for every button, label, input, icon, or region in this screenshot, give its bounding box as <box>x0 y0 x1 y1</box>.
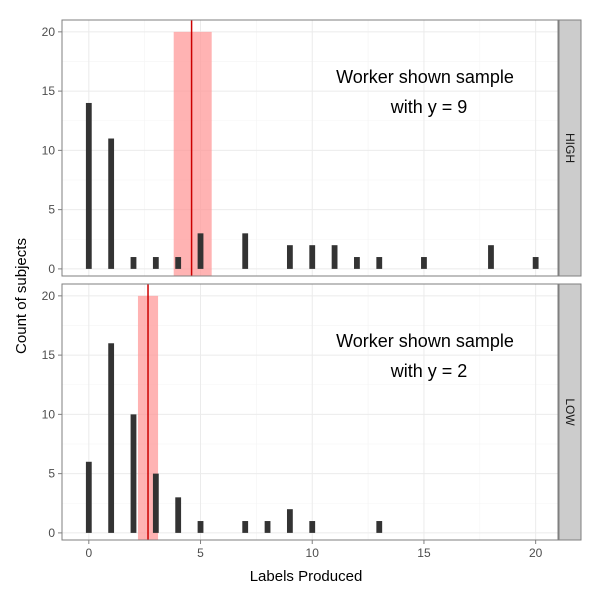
y-tick-label: 0 <box>48 526 55 540</box>
bar-x20 <box>532 257 539 269</box>
panel-annotation-line: with y = 2 <box>390 361 468 381</box>
panel-annotation-line: with y = 9 <box>390 97 468 117</box>
x-tick-label: 0 <box>85 546 92 560</box>
y-tick-label: 15 <box>42 348 56 362</box>
bar-x1 <box>108 343 115 533</box>
facet-strip-label: LOW <box>563 398 577 426</box>
bar-x10 <box>309 521 316 533</box>
bar-x3 <box>152 473 159 533</box>
x-tick-label: 20 <box>529 546 543 560</box>
x-tick-label: 5 <box>197 546 204 560</box>
panel-border <box>61 283 559 541</box>
y-tick-label: 0 <box>48 262 55 276</box>
bar-x18 <box>488 245 494 269</box>
panels-layer: 0 5 10 15 20 Worker shown sample with y = 9 HIG… <box>42 19 582 560</box>
bar-x8 <box>264 521 271 533</box>
bar-x5 <box>197 521 204 533</box>
ci-band <box>173 31 212 276</box>
bar-x11 <box>331 245 338 269</box>
bar-x10 <box>309 245 316 269</box>
bar-x15 <box>421 257 427 269</box>
bar-x3 <box>152 257 159 269</box>
bar-x0 <box>85 461 92 533</box>
panel-annotation-line: Worker shown sample <box>336 331 514 351</box>
panel-annotation-line: Worker shown sample <box>336 67 514 87</box>
bar-x13 <box>376 257 383 269</box>
facet-strip-label: HIGH <box>563 133 577 163</box>
bar-x9 <box>286 509 293 533</box>
panel-background <box>62 20 558 276</box>
y-tick-label: 5 <box>48 203 55 217</box>
bar-x5 <box>197 233 204 269</box>
panel-border <box>61 19 559 277</box>
y-tick-label: 10 <box>42 407 56 421</box>
y-tick-label: 20 <box>42 289 56 303</box>
y-tick-label: 15 <box>42 84 56 98</box>
x-tick-label: 15 <box>417 546 431 560</box>
bar-x4 <box>175 257 182 269</box>
bar-x9 <box>286 245 293 269</box>
x-tick-label: 10 <box>306 546 320 560</box>
bar-x13 <box>376 521 383 533</box>
y-axis-title: Count of subjects <box>13 238 30 354</box>
y-tick-label: 20 <box>42 25 56 39</box>
facet-strip <box>558 19 582 277</box>
bar-x0 <box>85 102 92 269</box>
x-axis-title: Labels Produced <box>250 568 363 585</box>
bar-x2 <box>130 414 137 533</box>
bar-x7 <box>242 521 249 533</box>
facet-panel-high: 0 5 10 15 20 Worker shown sample with y = 9 HIG… <box>42 19 582 277</box>
bar-x7 <box>242 233 249 269</box>
bar-x4 <box>175 497 182 533</box>
facet-strip <box>558 283 582 541</box>
y-tick-label: 5 <box>48 467 55 481</box>
bar-x1 <box>108 138 115 269</box>
y-tick-label: 10 <box>42 143 56 157</box>
facet-panel-low: 0 5 10 15 20 Worker shown sample with y = 2 LOW <box>42 283 582 541</box>
bar-x12 <box>354 257 360 269</box>
bar-x2 <box>130 257 137 269</box>
